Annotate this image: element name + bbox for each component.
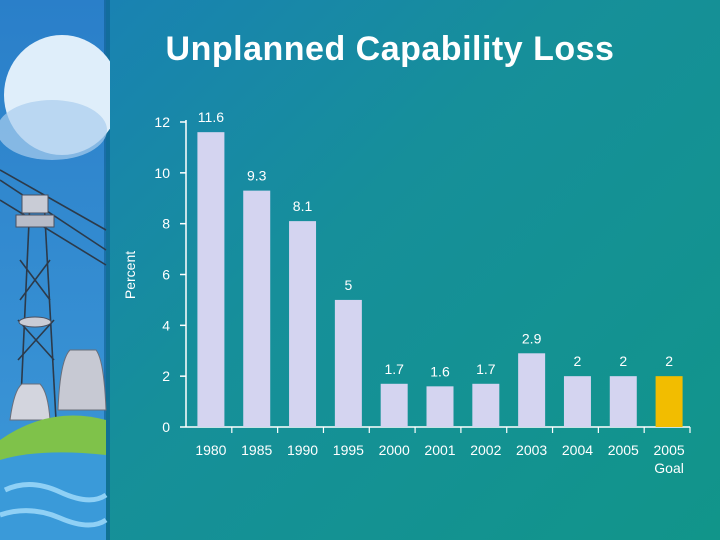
data-label: 2.9 [522, 330, 542, 346]
data-label: 1.6 [430, 363, 450, 379]
y-axis-ticks: 0 2 4 6 8 10 12 [154, 114, 186, 435]
bars: 11.6 9.3 8.1 5 1.7 1.6 1.7 2.9 2 2 2 [197, 109, 683, 427]
data-label: 8.1 [293, 198, 313, 214]
y-tick-label: 12 [154, 114, 170, 130]
bar [655, 376, 683, 427]
data-label: 2 [619, 353, 627, 369]
x-tick-label: 1985 [241, 442, 272, 458]
bar [518, 353, 546, 427]
bar [243, 190, 271, 427]
bar [334, 299, 362, 427]
y-tick-label: 4 [162, 317, 170, 333]
y-tick-label: 2 [162, 368, 170, 384]
x-tick-label: 2002 [470, 442, 501, 458]
data-label: 11.6 [198, 109, 224, 125]
x-tick-label: 2003 [516, 442, 547, 458]
slide-title: Unplanned Capability Loss [165, 30, 615, 68]
data-label: 9.3 [247, 168, 267, 184]
bar [563, 376, 591, 427]
bar [197, 132, 225, 427]
data-label: 1.7 [384, 361, 404, 377]
y-axis-label: Percent [122, 251, 138, 299]
x-tick-label: 1995 [333, 442, 364, 458]
x-tick-label: 1980 [195, 442, 226, 458]
y-tick-label: 6 [162, 267, 170, 283]
power-plant-illustration [0, 0, 110, 540]
bar [609, 376, 637, 427]
data-label: 5 [344, 277, 352, 293]
x-tick-label: 2004 [562, 442, 593, 458]
bar [289, 221, 317, 427]
x-tick-label: 2005 [608, 442, 639, 458]
x-tick-label: 2001 [424, 442, 455, 458]
x-tick-label: 1990 [287, 442, 318, 458]
x-axis-ticks: 1980 1985 1990 1995 2000 2001 2002 2003 2004 2005… [195, 427, 691, 476]
y-tick-label: 8 [162, 216, 170, 232]
bar [380, 383, 408, 427]
x-tick-label: 2005 Goal [654, 442, 685, 476]
data-label: 2 [665, 353, 673, 369]
bar [426, 386, 454, 427]
data-label: 2 [574, 353, 582, 369]
data-label: 1.7 [476, 361, 496, 377]
y-tick-label: 10 [154, 165, 170, 181]
bar [472, 383, 500, 427]
x-tick-label: 2000 [379, 442, 410, 458]
y-tick-label: 0 [162, 419, 170, 435]
